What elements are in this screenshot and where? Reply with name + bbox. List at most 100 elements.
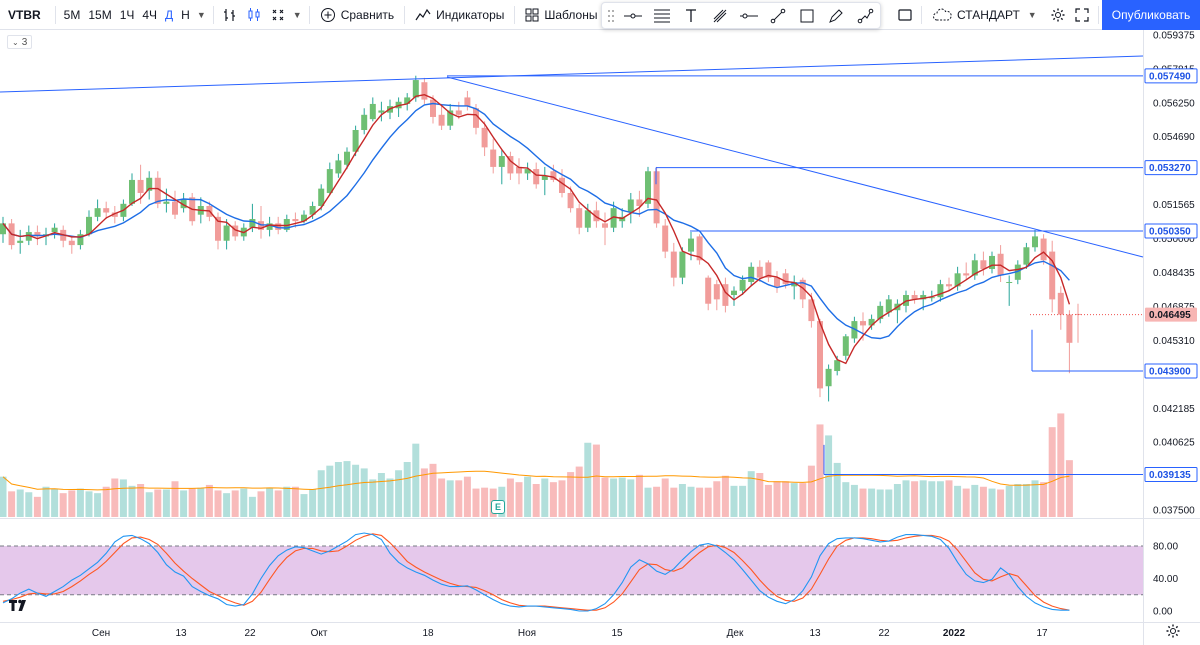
- earnings-badge[interactable]: E: [491, 500, 505, 514]
- drag-handle-icon[interactable]: [604, 6, 618, 26]
- candle: [705, 275, 712, 311]
- price-label-box: [1144, 68, 1198, 84]
- candle-body: [507, 156, 514, 174]
- candle: [447, 103, 454, 130]
- candle-body: [696, 236, 703, 261]
- candle: [825, 364, 832, 402]
- volume-bar: [635, 474, 643, 517]
- templates-button[interactable]: Шаблоны: [519, 0, 603, 30]
- time-axis-label: 17: [1036, 628, 1048, 639]
- price-chart[interactable]: 0.0593750.0578150.0562500.0546900.053130…: [0, 30, 1200, 645]
- volume-bar: [154, 489, 162, 517]
- volume-bar: [119, 479, 127, 517]
- toolbar-divider: [404, 5, 406, 24]
- rectangle-select-icon[interactable]: [893, 0, 917, 30]
- plus-circle-icon: [320, 7, 335, 22]
- candle-body: [1040, 238, 1047, 261]
- candle: [971, 253, 978, 280]
- layout-button[interactable]: СТАНДАРТ ▼: [926, 0, 1046, 30]
- volume-bar: [764, 484, 772, 517]
- fib-retracement-tool-icon[interactable]: [647, 3, 676, 28]
- candle: [765, 260, 772, 282]
- candle: [326, 162, 333, 196]
- volume-bar: [59, 493, 67, 517]
- candle: [713, 279, 720, 311]
- stoch-axis-tick: 0.00: [1153, 607, 1173, 618]
- volume-bar: [76, 488, 84, 517]
- volume-bar: [257, 491, 265, 517]
- candle: [163, 188, 170, 213]
- candle: [309, 201, 316, 220]
- candle: [1006, 275, 1013, 306]
- price-label: 0.053270: [1149, 163, 1191, 174]
- candle-body: [249, 219, 256, 228]
- volume-bar: [506, 478, 514, 517]
- price-label-box: [1144, 160, 1198, 176]
- tradingview-logo-icon[interactable]: [8, 598, 30, 612]
- hollow-candles-icon[interactable]: [266, 0, 290, 30]
- stoch-k-line: [2, 532, 1070, 612]
- volume-bar: [610, 478, 618, 517]
- chevron-down-icon: ⌄: [12, 37, 19, 47]
- interval-button[interactable]: 1Ч: [119, 7, 135, 22]
- horizontal-ray-tool-icon[interactable]: [618, 3, 647, 28]
- volume-bar: [188, 488, 196, 517]
- candle: [421, 77, 428, 104]
- interval-button[interactable]: Д: [165, 7, 174, 22]
- candle-body: [455, 110, 462, 115]
- price-label: 0.043900: [1149, 367, 1191, 378]
- brush-tool-icon[interactable]: [821, 3, 850, 28]
- text-tool-icon[interactable]: [676, 3, 705, 28]
- interval-button[interactable]: Н: [181, 7, 190, 22]
- chart-type-chevron-icon[interactable]: ▼: [292, 9, 302, 20]
- publish-button[interactable]: Опубликовать: [1102, 0, 1200, 30]
- candle: [842, 334, 849, 361]
- compare-button[interactable]: Сравнить: [314, 0, 400, 30]
- candle: [980, 251, 987, 276]
- trend-line-tool-icon[interactable]: [763, 3, 792, 28]
- candle: [137, 164, 144, 204]
- chart-area[interactable]: 0.0593750.0578150.0562500.0546900.053130…: [0, 30, 1200, 645]
- candle-body: [292, 219, 299, 222]
- candle-body: [765, 262, 772, 278]
- toolbar-divider: [54, 5, 56, 24]
- symbol-search[interactable]: VTBR: [8, 7, 41, 22]
- time-axis-label: 13: [809, 628, 821, 639]
- volume-bar: [171, 481, 179, 517]
- candle: [722, 277, 729, 313]
- interval-button[interactable]: 15M: [88, 7, 112, 22]
- volume-bar: [859, 488, 867, 517]
- candle-body: [963, 273, 970, 276]
- fullscreen-icon[interactable]: [1070, 0, 1094, 30]
- interval-button[interactable]: 5M: [63, 7, 81, 22]
- axis-settings-gear-icon[interactable]: [1165, 623, 1181, 639]
- candle: [679, 247, 686, 285]
- interval-button[interactable]: 4Ч: [142, 7, 158, 22]
- volume-bar: [291, 486, 299, 517]
- volume-bar: [661, 478, 669, 517]
- candle-body: [688, 238, 694, 252]
- candles-chart-type-icon[interactable]: [242, 0, 266, 30]
- candle-body: [94, 208, 101, 217]
- bars-chart-type-icon[interactable]: [218, 0, 242, 30]
- candle-body: [610, 208, 617, 228]
- indicators-button[interactable]: Индикаторы: [409, 0, 510, 30]
- candle-body: [404, 97, 411, 104]
- volume-bar: [971, 484, 979, 517]
- rectangle-tool-icon[interactable]: [792, 3, 821, 28]
- price-axis-tick: 0.040625: [1153, 438, 1195, 449]
- pattern-tool-icon[interactable]: [705, 3, 734, 28]
- horizontal-line-tool-icon[interactable]: [734, 3, 763, 28]
- candle: [1032, 229, 1038, 252]
- settings-gear-icon[interactable]: [1046, 0, 1070, 30]
- legend-collapse-button[interactable]: ⌄ 3: [7, 35, 33, 49]
- volume-bar: [481, 487, 489, 517]
- path-tool-icon[interactable]: [850, 3, 879, 28]
- candle: [180, 192, 187, 213]
- candle-body: [748, 266, 755, 282]
- price-axis-tick: 0.046875: [1153, 302, 1195, 313]
- interval-menu-chevron-icon[interactable]: ▼: [196, 9, 206, 20]
- volume-bar: [893, 484, 901, 517]
- candle: [60, 225, 67, 248]
- volume-bar: [68, 490, 76, 517]
